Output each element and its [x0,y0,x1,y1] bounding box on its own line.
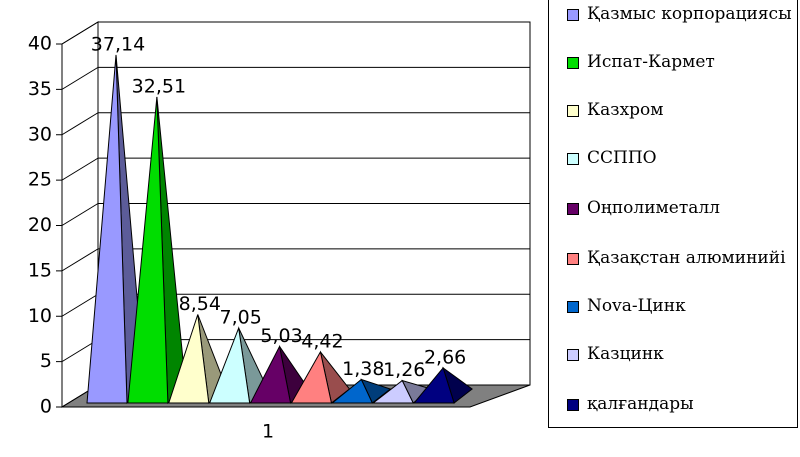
value-label: 32,51 [132,75,186,97]
pyramid [330,378,392,404]
grid-line [61,203,99,226]
grid-line [61,293,99,317]
legend-swatch [567,153,579,165]
legend-label: Испат-Кармет [587,52,715,72]
grid-line [61,112,99,136]
pyramid-front [330,378,374,404]
legend-swatch [567,9,579,21]
value-label: 37,14 [91,33,145,55]
legend-swatch [567,105,579,117]
value-label: 1,38 [342,358,384,380]
legend-label: Қазақстан алюминийі [587,248,786,268]
legend-label: Қазмыс корпорациясы [587,4,792,24]
legend-entry: Қазақстан алюминийі [567,246,797,271]
pyramid [413,366,473,404]
legend-swatch [567,253,579,265]
legend-label: қалғандары [587,394,694,414]
x-tick-label: 1 [262,421,274,443]
grid-line [61,66,99,90]
pyramid-front [86,54,128,404]
legend-entry: Казцинк [567,342,797,367]
y-tick-label: 30 [28,123,52,145]
legend-entry: ССППО [567,146,797,171]
legend-swatch [567,301,579,313]
pyramid [127,96,187,404]
legend-entry: Nova-Цинк [567,294,797,319]
value-label: 8,54 [179,293,221,315]
legend: Қазмыс корпорациясы Испат-Кармет Казхром СС… [548,0,798,428]
legend-entry: Казхром [567,98,797,123]
pyramid-front [249,344,292,404]
y-tick-label: 0 [40,396,52,418]
legend-swatch [567,399,579,411]
legend-swatch [567,349,579,361]
legend-entry: Қазмыс корпорациясы [567,2,797,27]
y-tick-label: 40 [28,33,52,55]
legend-label: Оңполиметалл [587,198,720,218]
pyramid [290,350,351,404]
pyramid-front [413,366,455,404]
legend-label: Nova-Цинк [587,296,686,316]
legend-entry: Испат-Кармет [567,50,797,75]
pyramid-front [371,379,415,404]
y-tick-label: 35 [28,78,52,100]
y-tick-label: 5 [40,350,52,372]
value-label: 5,03 [260,325,302,347]
y-tick-label: 10 [28,305,52,327]
legend-label: ССППО [587,148,657,168]
pyramid-front [208,326,251,404]
legend-label: Казхром [587,100,664,120]
pyramid-front [290,350,333,404]
legend-entry: қалғандары [567,392,797,417]
grid-line [61,21,99,45]
value-label: 1,26 [383,359,425,381]
grid-line [61,248,99,272]
legend-swatch [567,203,579,215]
value-label: 7,05 [220,307,262,329]
grid-line [61,157,99,181]
y-tick-label: 20 [28,214,52,236]
legend-label: Казцинк [587,344,664,364]
chart: 0 5 10 15 20 25 30 35 40 37,14 32,51 8,547,055,034,… [28,21,531,443]
legend-swatch [567,57,579,69]
pyramid-front [127,96,169,404]
legend-entry: Оңполиметалл [567,196,797,221]
pyramid-front [168,314,210,404]
y-tick-label: 15 [28,259,52,281]
value-label: 4,42 [301,330,343,352]
value-label: 2,66 [424,346,466,368]
y-tick-label: 25 [28,169,52,191]
